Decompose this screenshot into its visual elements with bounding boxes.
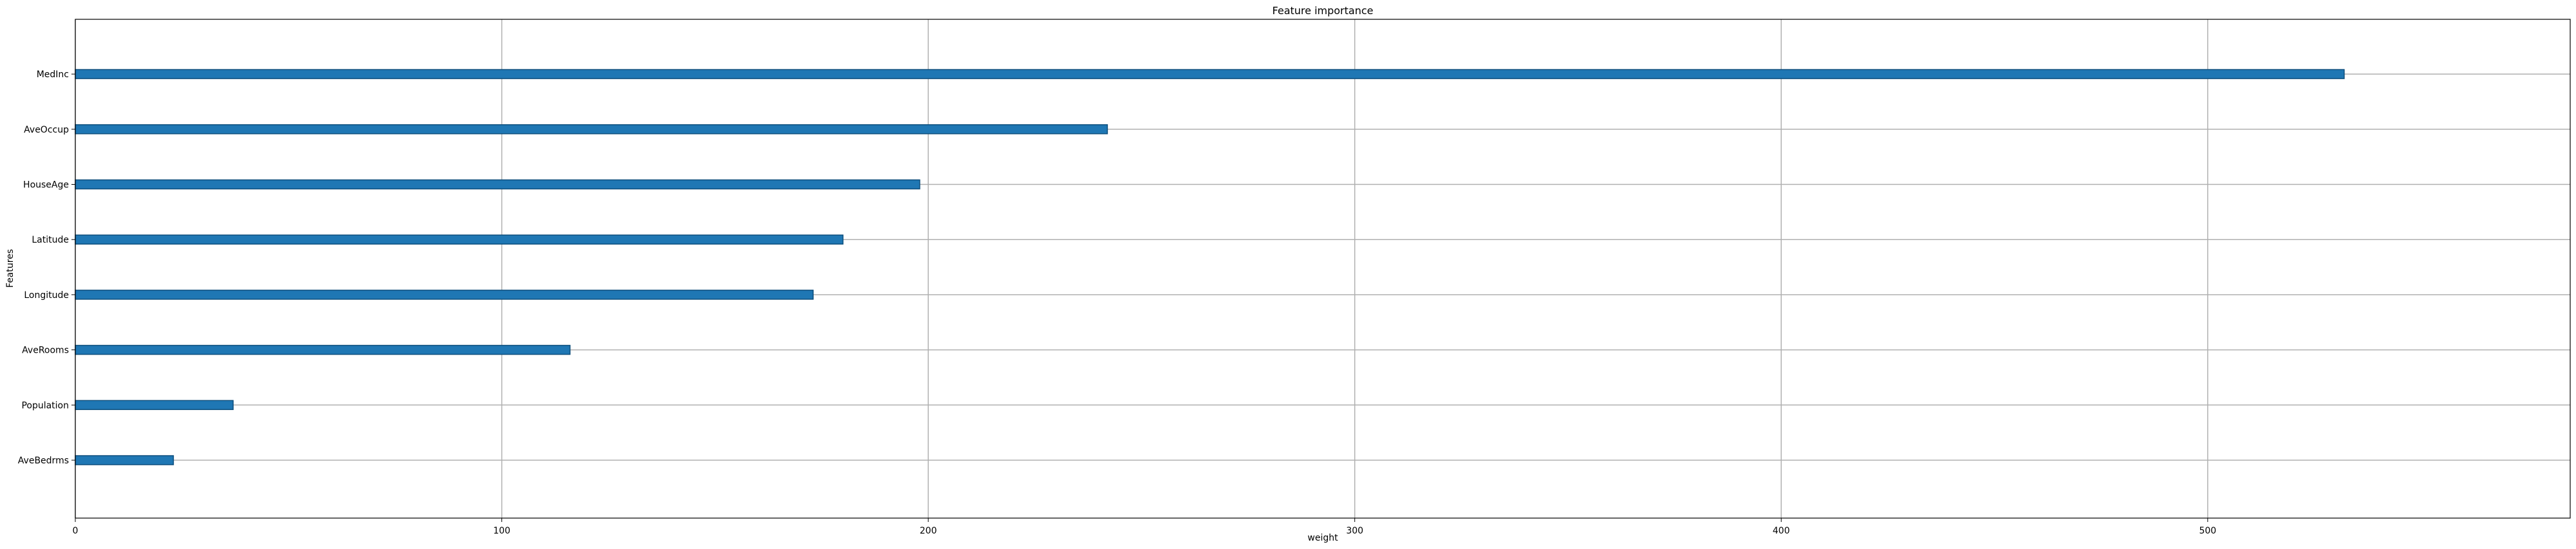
y-tick-label: HouseAge: [23, 180, 69, 191]
y-tick-label: Population: [21, 400, 69, 411]
bar-population: [75, 400, 234, 411]
x-tick-label: 100: [493, 526, 510, 536]
x-tick-label: 0: [73, 526, 79, 536]
bar-medinc: [75, 69, 2345, 79]
x-tick-label: 300: [1346, 526, 1363, 536]
chart-title: Feature importance: [1273, 5, 1374, 17]
x-tick-label: 500: [2199, 526, 2216, 536]
y-tick-label: AveRooms: [22, 346, 69, 356]
bar-aveoccup: [75, 124, 1108, 135]
y-tick-label: AveBedrms: [18, 456, 69, 466]
grid-lines: [71, 19, 2570, 522]
plot-frame: [75, 19, 2571, 519]
bar-longitude: [75, 290, 814, 300]
y-tick-label: Latitude: [32, 235, 69, 245]
x-tick-label: 200: [920, 526, 937, 536]
bar-latitude: [75, 234, 844, 245]
y-tick-labels: AveBedrms Population AveRooms Longitude Lati…: [18, 70, 69, 466]
y-tick-label: MedInc: [37, 70, 69, 80]
y-tick-label: Longitude: [24, 290, 69, 301]
bar-averooms: [75, 344, 571, 355]
x-axis-label: weight: [1307, 533, 1338, 543]
bar-houseage: [75, 179, 920, 190]
bar-avebedrms: [75, 455, 174, 465]
x-tick-labels: 0 100 200 300 400 500: [73, 526, 2217, 536]
y-axis-label: Features: [5, 249, 15, 288]
y-tick-label: AveOccup: [24, 125, 69, 135]
x-tick-label: 400: [1773, 526, 1790, 536]
